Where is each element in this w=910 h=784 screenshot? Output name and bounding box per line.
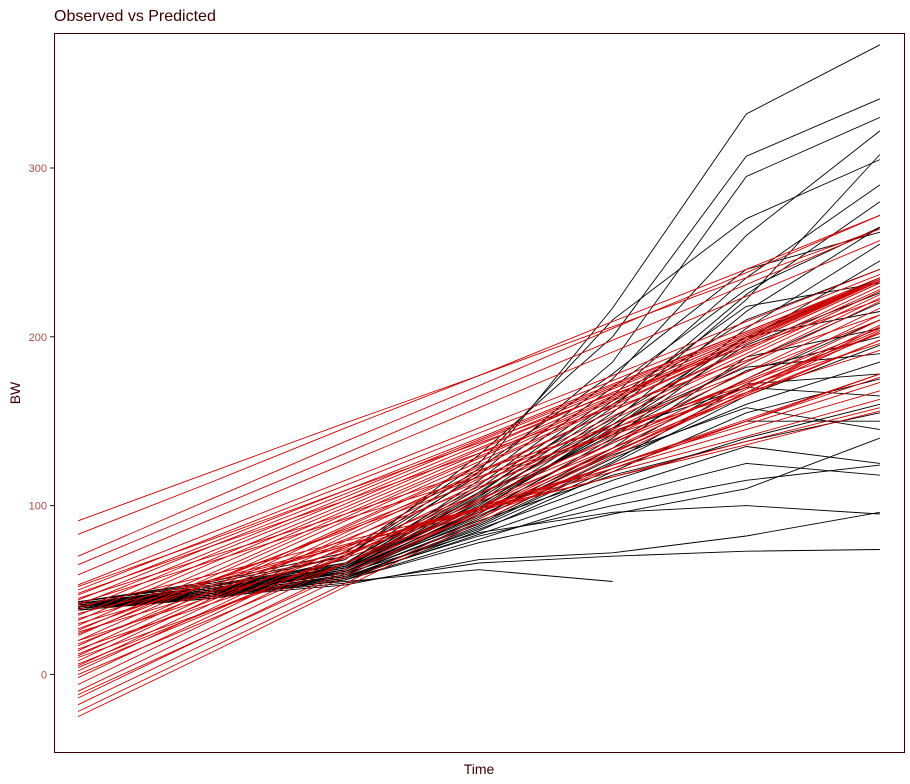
predicted-line-45	[77, 314, 881, 594]
predicted-line-11	[77, 289, 881, 657]
y-tick-label-0: 0	[41, 669, 47, 681]
predicted-line-39	[77, 339, 881, 675]
predicted-line-2	[77, 324, 881, 712]
predicted-line-46	[77, 299, 881, 588]
predicted-line-49	[77, 332, 881, 630]
predicted-line-32	[77, 373, 881, 650]
observed-line-14	[78, 268, 881, 604]
predicted-line-5	[77, 307, 881, 692]
observed-line-7	[78, 201, 881, 606]
predicted-line-30	[77, 228, 881, 522]
observed-line-38	[78, 353, 880, 604]
observed-line-4	[78, 130, 881, 609]
predicted-series-group	[77, 214, 881, 718]
predicted-line-40	[77, 339, 881, 665]
predicted-line-13	[77, 282, 881, 647]
predicted-line-19	[77, 280, 881, 616]
predicted-line-8	[77, 294, 881, 672]
y-tick-label-300: 300	[29, 163, 47, 175]
predicted-line-26	[77, 240, 881, 576]
predicted-line-1	[77, 326, 881, 718]
predicted-line-23	[77, 278, 881, 596]
plot-panel-border	[54, 33, 905, 753]
predicted-line-38	[77, 410, 881, 608]
predicted-line-6	[77, 300, 881, 685]
predicted-line-28	[77, 214, 881, 557]
y-axis-title: BW	[7, 381, 23, 404]
predicted-line-42	[77, 327, 881, 645]
predicted-line-21	[77, 278, 881, 606]
observed-line-5	[78, 159, 881, 603]
x-axis-title: Time	[464, 761, 495, 777]
predicted-line-27	[77, 228, 881, 566]
predicted-line-16	[77, 280, 881, 631]
predicted-line-50	[77, 349, 881, 604]
predicted-line-44	[77, 343, 881, 599]
predicted-line-10	[77, 285, 881, 662]
chart-title: Observed vs Predicted	[54, 8, 216, 25]
observed-line-37	[78, 373, 880, 606]
observed-line-20	[78, 378, 881, 611]
predicted-line-25	[77, 268, 881, 586]
predicted-line-20	[77, 278, 881, 611]
observed-line-3	[78, 116, 881, 606]
predicted-line-48	[77, 329, 881, 669]
predicted-line-29	[77, 214, 881, 535]
y-tick-label-100: 100	[29, 501, 47, 513]
predicted-line-24	[77, 273, 881, 591]
observed-line-10	[78, 260, 881, 611]
predicted-line-7	[77, 297, 881, 679]
observed-line-26	[78, 464, 880, 606]
observed-series-group	[78, 44, 881, 611]
y-tick-label-200: 200	[29, 332, 47, 344]
y-axis: 0 100 200 300	[29, 163, 54, 681]
